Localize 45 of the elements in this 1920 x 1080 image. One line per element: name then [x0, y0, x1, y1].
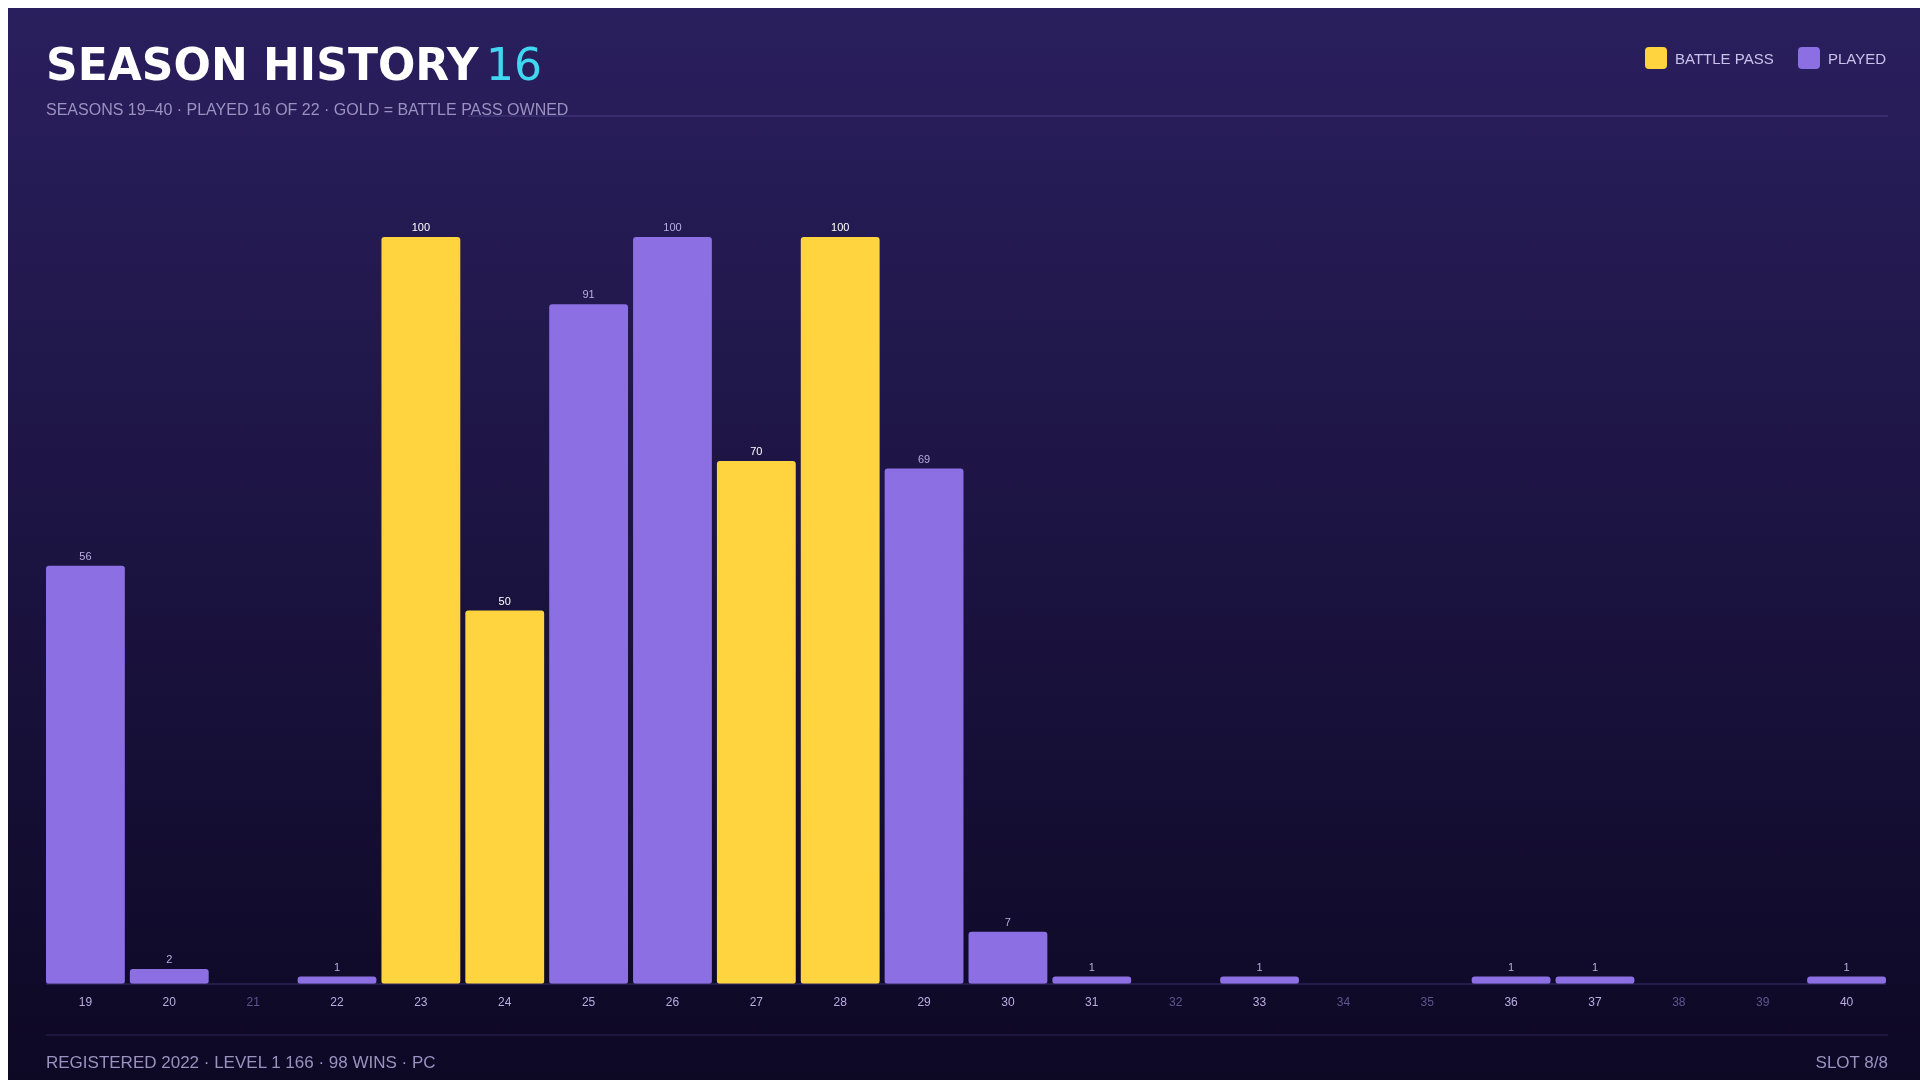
- x-tick-label: 28: [833, 995, 848, 1009]
- data-label: 7: [1004, 915, 1011, 928]
- x-tick-label: 32: [1168, 995, 1183, 1009]
- chart-title: SEASON HISTORY: [46, 39, 480, 90]
- data-label: 100: [831, 221, 850, 233]
- chart-subtitle: SEASONS 19–40 · PLAYED 16 OF 22 · GOLD = BATTLE PASS OWNED: [46, 101, 569, 118]
- x-tick-label: 24: [498, 995, 512, 1009]
- x-tick-label: 31: [1085, 995, 1099, 1009]
- x-tick-label: 23: [414, 995, 428, 1009]
- data-label: 1: [1088, 960, 1095, 973]
- x-tick-label: 37: [1588, 995, 1602, 1009]
- data-label: 50: [498, 594, 511, 607]
- x-tick-label: 26: [665, 995, 680, 1009]
- data-label: 1: [333, 960, 341, 973]
- x-tick-label: 40: [1839, 995, 1854, 1009]
- x-tick-label: 27: [749, 995, 764, 1009]
- x-tick-label: 34: [1336, 995, 1351, 1009]
- data-label: 91: [582, 288, 595, 301]
- data-label: 70: [750, 445, 763, 458]
- data-label: 1: [1508, 960, 1515, 973]
- data-label: 1: [1591, 960, 1599, 973]
- data-label: 1: [1843, 960, 1850, 973]
- data-label: 2: [166, 953, 173, 966]
- x-tick-label: 29: [917, 995, 932, 1009]
- legend-label: PLAYED: [1828, 50, 1887, 67]
- x-tick-label: 33: [1252, 995, 1267, 1009]
- legend-label: BATTLE PASS: [1675, 50, 1774, 67]
- x-tick-label: 22: [330, 995, 345, 1009]
- data-label: 100: [663, 221, 682, 233]
- text: REGISTERED 2022 · LEVEL 1 166 · 98 WINS · PC: [46, 1053, 436, 1072]
- data-label: 56: [79, 549, 92, 562]
- data-label: 69: [917, 452, 931, 465]
- x-tick-label: 38: [1672, 995, 1686, 1009]
- x-tick-label: 39: [1756, 995, 1770, 1009]
- data-label: 1: [1256, 960, 1263, 973]
- text: SLOT 8/8: [1815, 1053, 1888, 1072]
- x-tick-label: 25: [581, 995, 596, 1009]
- data-label: 100: [411, 221, 431, 233]
- x-tick-label: 21: [246, 995, 261, 1009]
- x-tick-label: 35: [1420, 995, 1435, 1009]
- text: 16: [486, 39, 542, 90]
- x-tick-label: 30: [1001, 995, 1015, 1009]
- x-tick-label: 19: [78, 995, 93, 1009]
- x-tick-label: 36: [1504, 995, 1519, 1009]
- x-tick-label: 20: [162, 995, 177, 1009]
